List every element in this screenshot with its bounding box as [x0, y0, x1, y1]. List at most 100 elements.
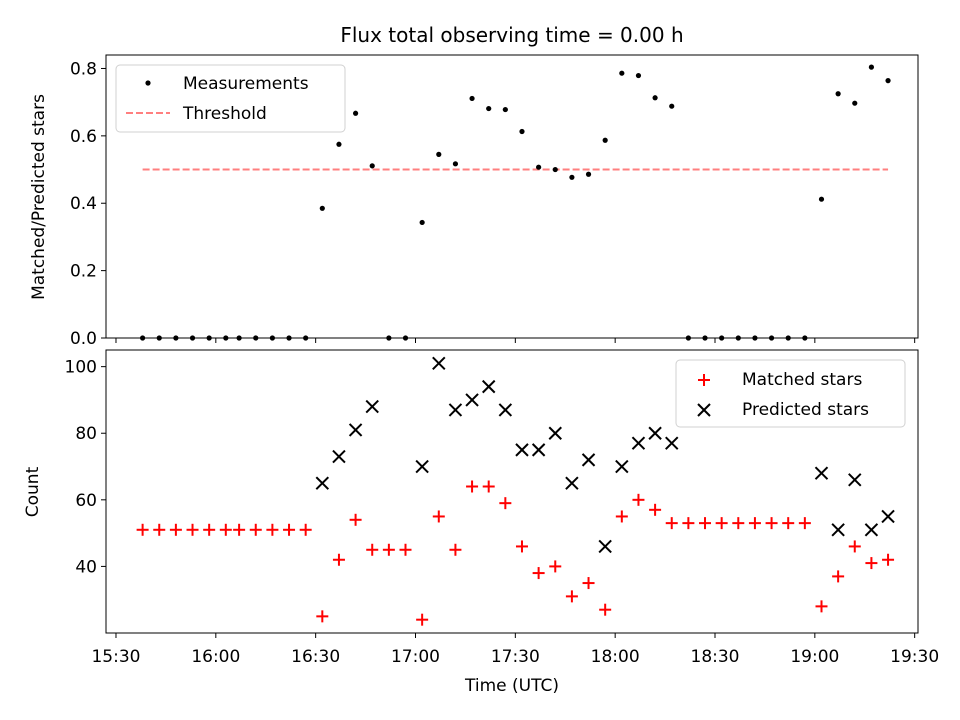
measurement-point [652, 95, 658, 101]
matched-star-point [382, 543, 395, 556]
predicted-star-point [415, 459, 429, 474]
matched-star-point [532, 567, 545, 580]
matched-star-point [665, 517, 678, 530]
predicted-star-point [864, 523, 879, 537]
measurement-point [436, 151, 442, 157]
x-tick-label: 15:30 [91, 647, 140, 667]
y-tick-label: 80 [75, 424, 97, 444]
matched-star-point [632, 493, 645, 506]
predicted-star-point [365, 399, 379, 414]
x-tick-label: 16:30 [291, 647, 340, 667]
measurement-point [336, 141, 342, 147]
matched-star-point [682, 517, 695, 530]
bottom-plot: 40 60 80 100 15:30 16:00 16:30 17:00 17:30 18:00… [23, 349, 939, 696]
legend-predicted-marker [697, 403, 711, 417]
y-tick-label: 40 [75, 557, 97, 577]
top-plot: 0.00.20.40.60.8 Matched/Predicted stars … [29, 54, 919, 349]
y-tick-label: 0.0 [70, 329, 97, 349]
measurement-point [852, 100, 858, 106]
measurement-point [502, 106, 508, 113]
predicted-star-point [631, 436, 646, 450]
predicted-star-point [665, 436, 679, 450]
measurement-point [818, 196, 825, 202]
x-tick-label: 17:00 [391, 647, 440, 667]
measurement-point [885, 78, 891, 84]
predicted-star-point [581, 453, 596, 467]
matched-star-point [882, 553, 895, 566]
matched-star-point [283, 523, 296, 536]
matched-star-point [815, 600, 828, 613]
bottom-legend: Matched stars Predicted stars [675, 359, 906, 428]
matched-star-point [615, 510, 628, 523]
top-y-ticks: 0.0 0.2 0.4 0.6 0.8 [70, 59, 106, 349]
predicted-star-point [881, 509, 895, 524]
y-tick-label: 0.6 [70, 127, 97, 147]
measurement-point [469, 95, 475, 102]
matched-star-point [432, 510, 445, 523]
bottom-x-ticks: 15:30 16:00 16:30 17:00 17:30 18:00 18:30 19:00… [91, 633, 939, 667]
matched-star-point [416, 613, 429, 626]
x-tick-label: 19:00 [790, 647, 839, 667]
predicted-star-point [465, 393, 479, 407]
matched-star-point [219, 523, 232, 536]
top-plot-frame [105, 54, 919, 339]
x-axis-label: Time (UTC) [464, 676, 559, 696]
predicted-star-point [432, 356, 446, 371]
predicted-star-point [548, 426, 562, 440]
chart-title: Flux total observing time = 0.00 h [340, 23, 683, 47]
legend-threshold-label: Threshold [182, 104, 267, 124]
matched-star-point [233, 523, 246, 536]
measurement-point [319, 205, 325, 211]
matched-star-point [332, 553, 345, 566]
matched-star-point [349, 513, 362, 526]
matched-star-point [266, 523, 279, 536]
predicted-star-point [498, 403, 513, 417]
predicted-star-point [332, 449, 346, 464]
measurement-point [519, 128, 525, 135]
x-tick-label: 19:30 [890, 647, 939, 667]
matched-star-point [549, 560, 562, 573]
predicted-star-point [515, 443, 529, 457]
matched-star-point [798, 517, 811, 530]
measurement-point [619, 70, 625, 76]
predicted-star-point [814, 466, 829, 480]
matched-star-point [848, 540, 861, 553]
measurement-point [369, 163, 375, 169]
matched-star-point [466, 480, 479, 493]
matched-star-point [765, 517, 778, 530]
measurement-point [352, 110, 359, 116]
y-tick-label: 0.8 [70, 59, 97, 79]
matched-star-point [299, 523, 312, 536]
matched-star-point [249, 523, 262, 536]
y-tick-label: 60 [75, 491, 97, 511]
legend-measurements-label: Measurements [183, 74, 309, 94]
bottom-plot-marks [136, 356, 895, 626]
matched-star-point [782, 517, 795, 530]
predicted-star-point [598, 539, 612, 554]
matched-star-point [715, 517, 728, 530]
bottom-y-axis-label: Count [23, 466, 43, 517]
matched-star-point [449, 543, 462, 556]
measurement-point [835, 91, 841, 97]
predicted-star-point [348, 423, 363, 437]
measurement-point [536, 164, 542, 170]
measurement-point [669, 103, 675, 109]
measurement-point [868, 64, 875, 70]
matched-star-point [599, 603, 612, 616]
top-x-ticks [115, 338, 916, 343]
predicted-star-point [848, 473, 862, 487]
measurement-point [552, 166, 558, 173]
predicted-star-point [648, 426, 662, 440]
y-tick-label: 0.4 [70, 194, 97, 214]
measurement-point [486, 105, 492, 112]
matched-star-point [582, 577, 595, 590]
legend-predicted-label: Predicted stars [742, 400, 869, 420]
predicted-star-point [831, 523, 845, 537]
y-tick-label: 100 [65, 358, 97, 378]
matched-star-point [565, 590, 578, 603]
matched-star-point [186, 523, 199, 536]
predicted-star-point [565, 476, 579, 490]
y-tick-label: 0.2 [70, 262, 97, 282]
matched-star-point [699, 517, 712, 530]
measurement-point [585, 171, 592, 177]
